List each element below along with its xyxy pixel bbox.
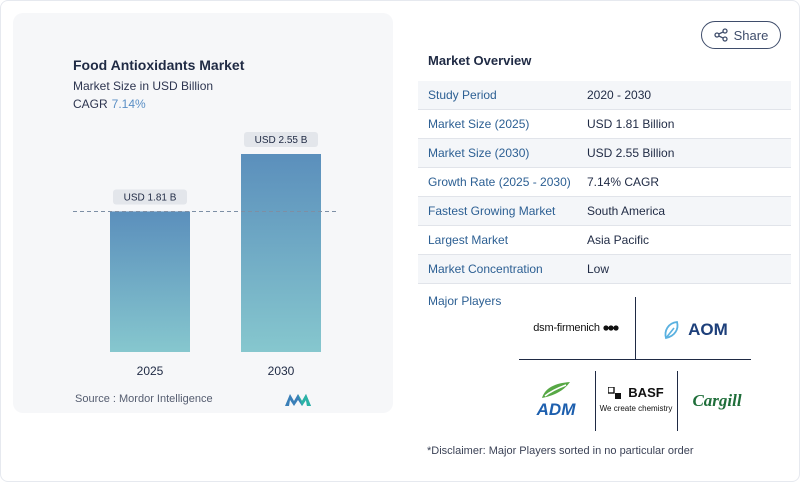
basf-wordmark: BASF bbox=[608, 385, 664, 400]
overview-value: Asia Pacific bbox=[587, 233, 650, 247]
market-overview-title: Market Overview bbox=[428, 53, 532, 68]
grid-divider bbox=[677, 371, 678, 431]
bar-chart: USD 1.81 B 2025 USD 2.55 B 2030 bbox=[73, 132, 338, 378]
share-icon bbox=[713, 28, 728, 42]
overview-label: Market Size (2025) bbox=[428, 117, 530, 131]
grid-divider bbox=[519, 359, 751, 360]
grid-divider bbox=[635, 297, 636, 359]
overview-label: Market Concentration bbox=[428, 262, 543, 276]
overview-label: Study Period bbox=[428, 88, 497, 102]
x-tick-label: 2030 bbox=[268, 364, 295, 378]
data-label: USD 1.81 B bbox=[124, 192, 177, 203]
leaf-icon bbox=[664, 321, 679, 340]
disclaimer-text: *Disclaimer: Major Players sorted in no … bbox=[427, 445, 694, 457]
overview-value: USD 1.81 Billion bbox=[587, 117, 675, 131]
dots-icon bbox=[603, 325, 619, 331]
bar-2030 bbox=[241, 154, 321, 352]
adm-logo: ADM bbox=[521, 375, 591, 425]
overview-label: Largest Market bbox=[428, 233, 509, 247]
overview-label: Fastest Growing Market bbox=[428, 204, 556, 218]
overview-row: Market Size (2030) USD 2.55 Billion bbox=[418, 139, 791, 168]
basf-name: BASF bbox=[628, 385, 664, 400]
overview-value: South America bbox=[587, 204, 666, 218]
overview-row: Market Concentration Low bbox=[418, 255, 791, 284]
overview-label: Market Size (2030) bbox=[428, 146, 530, 160]
overview-row: Fastest Growing Market South America bbox=[418, 197, 791, 226]
overview-value: 2020 - 2030 bbox=[587, 88, 652, 102]
chart-title: Food Antioxidants Market bbox=[73, 57, 245, 73]
cagr-line: CAGR 7.14% bbox=[73, 97, 146, 111]
overview-value: Low bbox=[587, 262, 610, 276]
major-players-grid: dsm-firmenich AOM ADM bbox=[515, 297, 755, 431]
major-players-title: Major Players bbox=[428, 294, 502, 308]
adm-leaf-icon bbox=[542, 382, 570, 398]
market-overview-table: Study Period 2020 - 2030 Market Size (20… bbox=[418, 81, 791, 284]
mordor-logo-icon bbox=[285, 394, 311, 406]
overview-row: Largest Market Asia Pacific bbox=[418, 226, 791, 255]
cargill-name: Cargill bbox=[692, 391, 742, 410]
overview-label: Growth Rate (2025 - 2030) bbox=[428, 175, 571, 189]
basf-logo: BASF We create chemistry bbox=[597, 377, 675, 421]
dsm-firmenich-name: dsm-firmenich bbox=[533, 322, 600, 334]
grid-divider bbox=[595, 371, 596, 431]
adm-name: ADM bbox=[536, 400, 576, 419]
bar-2025 bbox=[110, 211, 190, 352]
chart-subtitle: Market Size in USD Billion bbox=[73, 79, 214, 93]
dsm-firmenich-logo: dsm-firmenich bbox=[519, 315, 633, 341]
overview-value: USD 2.55 Billion bbox=[587, 146, 675, 160]
data-label-bg bbox=[244, 132, 318, 147]
cargill-logo: Cargill bbox=[681, 383, 753, 419]
share-label: Share bbox=[733, 27, 769, 43]
overview-row: Market Size (2025) USD 1.81 Billion bbox=[418, 110, 791, 139]
data-label-bg bbox=[113, 189, 187, 205]
basf-tagline: We create chemistry bbox=[599, 404, 673, 413]
source-text: Source : Mordor Intelligence bbox=[75, 393, 213, 405]
share-button[interactable]: Share bbox=[701, 21, 781, 49]
cagr-label: CAGR bbox=[73, 97, 108, 111]
overview-row: Study Period 2020 - 2030 bbox=[418, 81, 791, 110]
overview-row: Growth Rate (2025 - 2030) 7.14% CAGR bbox=[418, 168, 791, 197]
chart-card: USD 1.81 B 2025 USD 2.55 B 2030 Food Antiox… bbox=[13, 13, 393, 413]
aom-logo: AOM bbox=[641, 315, 749, 345]
overview-value: 7.14% CAGR bbox=[587, 175, 660, 189]
aom-name: AOM bbox=[688, 320, 728, 339]
x-tick-label: 2025 bbox=[137, 364, 164, 378]
cagr-value: 7.14% bbox=[111, 97, 146, 111]
data-label: USD 2.55 B bbox=[255, 135, 308, 146]
basf-squares-icon bbox=[608, 386, 622, 399]
